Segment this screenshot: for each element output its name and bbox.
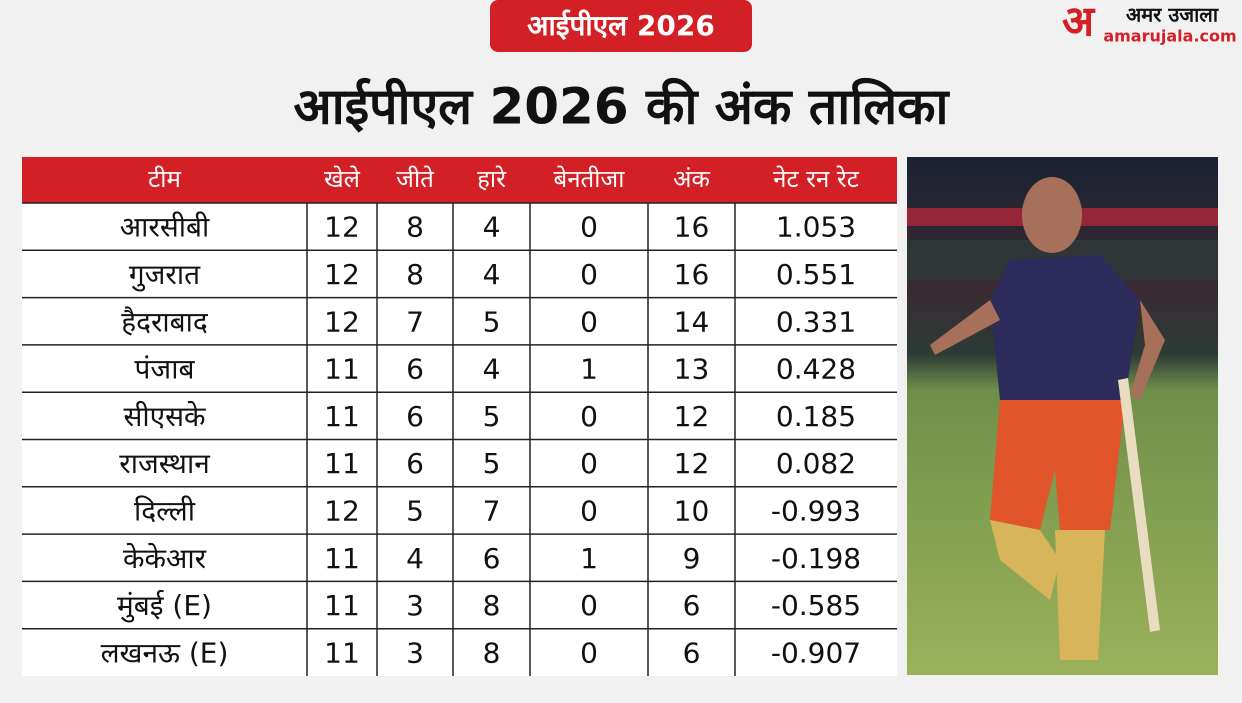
logo-name: अमर उजाला [1126, 3, 1219, 27]
cell: 8 [483, 636, 501, 669]
column-header: हारे [477, 165, 507, 193]
cell: 11 [324, 589, 360, 622]
photo [907, 157, 1218, 675]
team-name: मुंबई (E) [117, 589, 212, 623]
cell: 3 [406, 589, 424, 622]
cell: 0 [580, 447, 598, 480]
cell: 4 [406, 542, 424, 575]
cell: 8 [406, 211, 424, 244]
cell: -0.585 [771, 589, 861, 622]
cell: 6 [406, 353, 424, 386]
cell: 13 [674, 353, 710, 386]
cell: 0.331 [776, 305, 856, 338]
cell: 6 [406, 400, 424, 433]
cell: 8 [406, 258, 424, 291]
cell: 0.185 [776, 400, 856, 433]
logo-site: amarujala.com [1103, 27, 1236, 46]
cell: 12 [674, 400, 710, 433]
column-header: बेनतीजा [554, 165, 626, 193]
cell: 12 [324, 211, 360, 244]
cell: 5 [483, 400, 501, 433]
cell: 4 [483, 258, 501, 291]
header-row [22, 157, 897, 203]
column-header: टीम [148, 165, 181, 193]
cell: -0.907 [771, 636, 861, 669]
team-name: गुजरात [129, 258, 201, 292]
cell: 11 [324, 400, 360, 433]
cell: 1.053 [776, 211, 856, 244]
column-header: नेट रन रेट [773, 165, 860, 193]
cell: 0 [580, 258, 598, 291]
cell: 10 [674, 494, 710, 527]
cell: 3 [406, 636, 424, 669]
cell: 6 [483, 542, 501, 575]
cell: 0 [580, 211, 598, 244]
team-name: आरसीबी [120, 211, 210, 244]
column-header: खेले [324, 165, 361, 193]
cell: 0 [580, 636, 598, 669]
cell: 12 [324, 258, 360, 291]
cell: 5 [483, 447, 501, 480]
cell: -0.993 [771, 494, 861, 527]
cell: 6 [683, 589, 701, 622]
cell: 11 [324, 353, 360, 386]
cell: 12 [324, 494, 360, 527]
table-body [22, 157, 897, 676]
team-name: पंजाब [135, 353, 196, 386]
cell: 1 [580, 353, 598, 386]
cell: 16 [674, 258, 710, 291]
cell: 11 [324, 636, 360, 669]
cell: 0 [580, 400, 598, 433]
cell: 14 [674, 305, 710, 338]
cell: 9 [683, 542, 701, 575]
team-name: दिल्ली [134, 494, 196, 527]
cell: 0.082 [776, 447, 856, 480]
cell: 5 [406, 494, 424, 527]
cell: 8 [483, 589, 501, 622]
points-table: टीम खेले जीते हारे बेनतीजा अंक नेट रन रेट आरसीब… [22, 157, 897, 676]
cell: 1 [580, 542, 598, 575]
cell: 11 [324, 542, 360, 575]
cell: 6 [683, 636, 701, 669]
cell: 0.551 [776, 258, 856, 291]
cell: 6 [406, 447, 424, 480]
cell: 0.428 [776, 353, 856, 386]
cell: 0 [580, 305, 598, 338]
team-name: हैदराबाद [121, 305, 209, 338]
cell: 4 [483, 211, 501, 244]
cell: -0.198 [771, 542, 861, 575]
column-header: अंक [673, 165, 710, 193]
team-name: सीएसके [123, 400, 206, 433]
column-header: जीते [396, 165, 435, 193]
cell: 5 [483, 305, 501, 338]
badge [490, 0, 752, 52]
cell: 4 [483, 353, 501, 386]
cell: 12 [674, 447, 710, 480]
team-name: राजस्थान [119, 447, 210, 480]
team-name: केकेआर [123, 542, 207, 575]
cell: 11 [324, 447, 360, 480]
cell: 7 [406, 305, 424, 338]
cell: 16 [674, 211, 710, 244]
cell: 7 [483, 494, 501, 527]
team-name: लखनऊ (E) [101, 636, 229, 669]
cell: 0 [580, 589, 598, 622]
cell: 12 [324, 305, 360, 338]
title: आईपीएल 2026 की अंक तालिका [294, 78, 951, 136]
badge-text: आईपीएल 2026 [527, 9, 715, 42]
cell: 0 [580, 494, 598, 527]
logo-mark: अ [1062, 0, 1096, 46]
